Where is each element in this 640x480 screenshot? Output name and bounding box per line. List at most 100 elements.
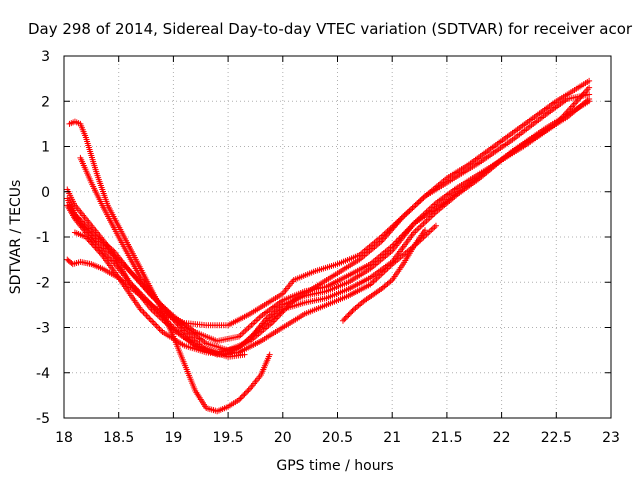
series-markers <box>66 118 273 415</box>
data-point <box>415 199 422 206</box>
series-markers <box>71 84 593 358</box>
data-point <box>147 316 154 323</box>
data-point <box>248 321 255 328</box>
y-tick-label: -2 <box>36 275 50 291</box>
x-axis: 18 18.5 19 19.5 20 20.5 21 21.5 22 22.5 23 <box>55 56 620 446</box>
data-point <box>586 84 593 91</box>
data-point <box>346 310 353 317</box>
data-point <box>348 309 355 316</box>
data-point <box>570 101 577 108</box>
data-point <box>403 210 410 217</box>
y-tick-label: 2 <box>41 94 50 110</box>
data-point <box>242 389 249 396</box>
data-point <box>426 228 433 235</box>
data-point <box>253 317 260 324</box>
data-point <box>246 323 253 330</box>
data-point <box>418 222 425 229</box>
data-point <box>96 245 103 252</box>
data-point <box>241 351 248 358</box>
data-point <box>341 316 348 323</box>
data-point <box>344 313 351 320</box>
data-point <box>429 225 436 232</box>
data-point <box>178 325 185 332</box>
data-point <box>409 204 416 211</box>
data-point <box>404 209 411 216</box>
data-point <box>143 312 150 319</box>
data-point <box>415 225 422 232</box>
data-point <box>240 329 247 336</box>
data-point <box>95 244 102 251</box>
data-point <box>244 388 251 395</box>
data-point <box>266 351 273 358</box>
x-tick-label: 21.5 <box>431 430 462 446</box>
x-tick-label: 18.5 <box>103 430 134 446</box>
data-point <box>417 223 424 230</box>
data-point <box>418 196 425 203</box>
data-point <box>68 260 75 267</box>
data-point <box>400 213 407 220</box>
data-point <box>104 253 111 260</box>
data-point <box>101 250 108 257</box>
y-tick-label: -3 <box>36 321 50 337</box>
data-point <box>406 207 413 214</box>
x-axis-label: GPS time / hours <box>276 458 393 474</box>
data-point <box>155 324 162 331</box>
chart-title: Day 298 of 2014, Sidereal Day-to-day VTE… <box>28 20 633 38</box>
y-axis: -5 -4 -3 -2 -1 0 1 2 3 <box>36 49 611 427</box>
data-point <box>149 318 156 325</box>
data-point <box>379 236 386 243</box>
data-point <box>242 327 249 334</box>
data-point <box>349 307 356 314</box>
y-tick-label: -4 <box>36 366 50 382</box>
series-markers <box>77 154 248 360</box>
data-point <box>241 391 248 398</box>
data-point <box>93 243 100 250</box>
grid <box>64 56 611 418</box>
data-point <box>345 312 352 319</box>
data-point <box>573 98 580 105</box>
data-point <box>108 257 115 264</box>
data-point <box>584 86 591 93</box>
data-point <box>428 227 435 234</box>
data-point <box>251 319 258 326</box>
data-point <box>139 307 146 314</box>
data-point <box>146 315 153 322</box>
data-point <box>578 92 585 99</box>
x-tick-label: 19 <box>164 430 182 446</box>
y-tick-label: 3 <box>41 49 50 65</box>
data-point <box>153 310 160 317</box>
x-tick-label: 22.5 <box>541 430 572 446</box>
data-point <box>339 317 346 324</box>
data-point <box>432 222 439 229</box>
x-tick-label: 20 <box>274 430 292 446</box>
data-point <box>102 251 109 258</box>
x-tick-label: 19.5 <box>213 430 244 446</box>
data-point <box>156 326 163 333</box>
y-tick-label: -5 <box>36 411 50 427</box>
data-points <box>64 77 593 415</box>
data-point <box>238 394 245 401</box>
data-point <box>245 387 252 394</box>
x-tick-label: 18 <box>55 430 73 446</box>
data-point <box>411 203 418 210</box>
y-tick-label: 0 <box>41 185 50 201</box>
data-point <box>98 247 105 254</box>
data-point <box>239 330 246 337</box>
data-point <box>144 313 151 320</box>
data-point <box>150 319 157 326</box>
data-point <box>256 314 263 321</box>
data-point <box>254 316 261 323</box>
x-tick-label: 23 <box>602 430 620 446</box>
data-point <box>414 226 421 233</box>
data-point <box>236 396 243 403</box>
data-point <box>425 229 432 236</box>
data-point <box>380 235 387 242</box>
y-axis-label: SDTVAR / TECUs <box>8 180 24 295</box>
data-point <box>250 320 257 327</box>
data-point <box>586 95 593 102</box>
data-point <box>414 200 421 207</box>
data-point <box>105 254 112 261</box>
series-markers <box>64 95 593 356</box>
data-point <box>342 314 349 321</box>
series-markers <box>339 227 429 324</box>
